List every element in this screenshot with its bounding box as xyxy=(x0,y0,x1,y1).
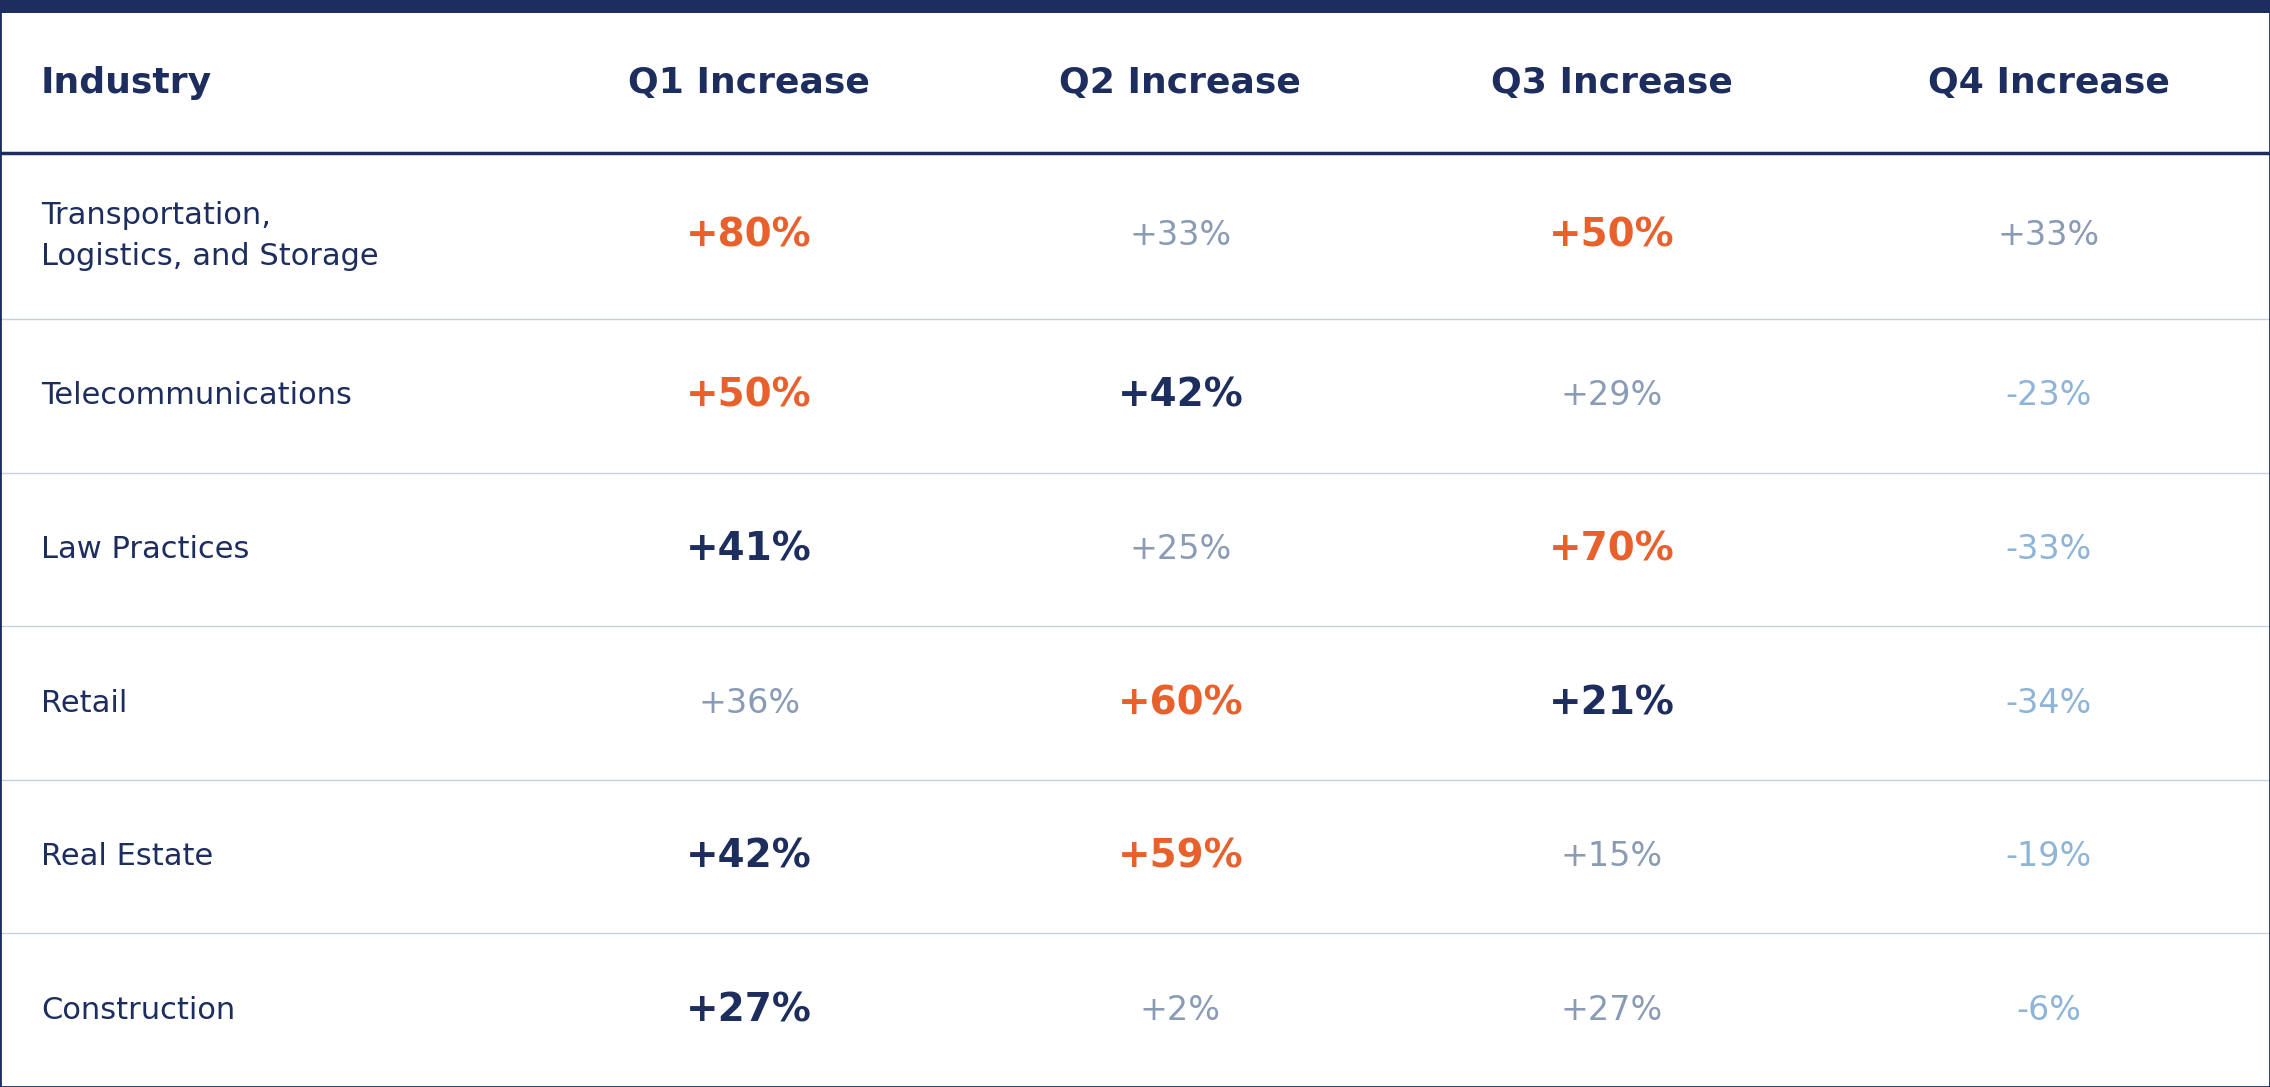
Text: Q3 Increase: Q3 Increase xyxy=(1491,66,1732,100)
Bar xyxy=(0,13,2270,152)
Text: +42%: +42% xyxy=(686,838,813,876)
Text: -33%: -33% xyxy=(2007,533,2091,566)
Text: Retail: Retail xyxy=(41,688,127,717)
Text: +15%: +15% xyxy=(1562,840,1662,873)
Text: +41%: +41% xyxy=(686,530,813,569)
Text: +70%: +70% xyxy=(1548,530,1675,569)
Text: +36%: +36% xyxy=(699,687,799,720)
Bar xyxy=(0,934,2270,1087)
Bar xyxy=(0,779,2270,934)
Text: +2%: +2% xyxy=(1140,994,1221,1027)
Text: Law Practices: Law Practices xyxy=(41,535,250,564)
Text: +80%: +80% xyxy=(686,217,813,254)
Text: +25%: +25% xyxy=(1128,533,1233,566)
Text: +50%: +50% xyxy=(1548,217,1675,254)
Text: -34%: -34% xyxy=(2007,687,2091,720)
Text: +60%: +60% xyxy=(1117,684,1244,722)
Text: Q2 Increase: Q2 Increase xyxy=(1060,66,1301,100)
Text: +27%: +27% xyxy=(686,991,813,1029)
Text: +42%: +42% xyxy=(1117,377,1244,415)
Text: Real Estate: Real Estate xyxy=(41,842,213,871)
Text: +50%: +50% xyxy=(686,377,813,415)
Text: Transportation,
Logistics, and Storage: Transportation, Logistics, and Storage xyxy=(41,201,379,271)
Bar xyxy=(0,626,2270,779)
Text: -19%: -19% xyxy=(2007,840,2091,873)
Text: Q4 Increase: Q4 Increase xyxy=(1927,66,2170,100)
Bar xyxy=(0,152,2270,320)
Text: +33%: +33% xyxy=(1130,220,1230,252)
Text: Construction: Construction xyxy=(41,996,236,1025)
Bar xyxy=(0,0,2270,13)
Text: +29%: +29% xyxy=(1559,379,1664,412)
Text: +21%: +21% xyxy=(1548,684,1675,722)
Text: +27%: +27% xyxy=(1559,994,1664,1027)
Text: +59%: +59% xyxy=(1117,838,1244,876)
Text: -6%: -6% xyxy=(2016,994,2082,1027)
Bar xyxy=(0,320,2270,473)
Text: +33%: +33% xyxy=(1998,220,2100,252)
Text: Telecommunications: Telecommunications xyxy=(41,382,352,411)
Text: Industry: Industry xyxy=(41,66,211,100)
Text: -23%: -23% xyxy=(2004,379,2093,412)
Bar xyxy=(0,473,2270,626)
Text: Q1 Increase: Q1 Increase xyxy=(629,66,869,100)
